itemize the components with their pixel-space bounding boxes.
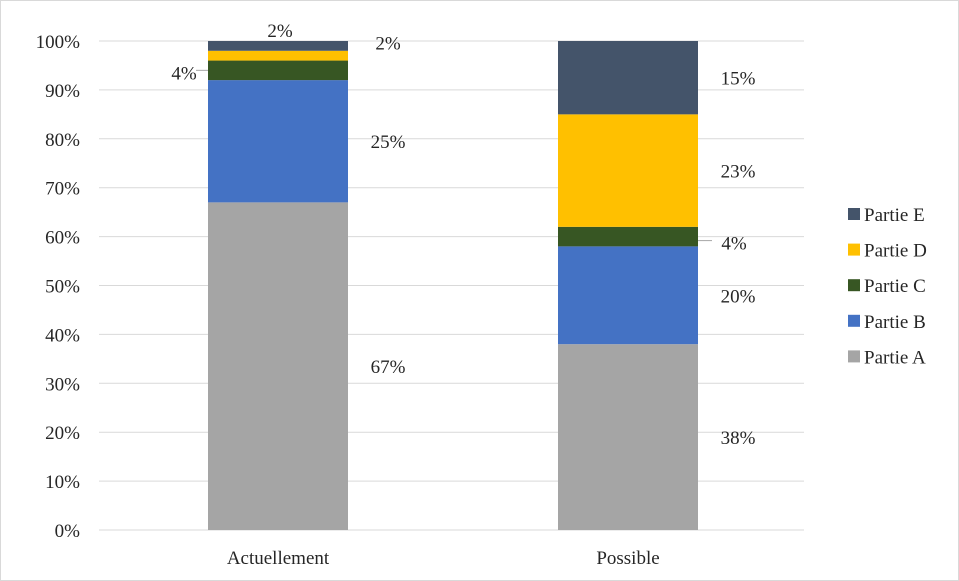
x-tick-label: Possible xyxy=(596,548,659,569)
legend-label: Partie A xyxy=(864,347,926,368)
data-label: 23% xyxy=(721,162,756,183)
bar-segment xyxy=(558,226,698,247)
y-tick-label: 30% xyxy=(45,374,80,395)
data-label: 4% xyxy=(721,234,747,255)
bar-segment xyxy=(558,246,698,345)
legend-label: Partie D xyxy=(864,241,927,262)
legend-swatch xyxy=(848,279,860,292)
bar-segment xyxy=(558,41,698,115)
bar-segment xyxy=(208,80,348,203)
y-tick-label: 50% xyxy=(45,277,80,298)
y-tick-label: 20% xyxy=(45,423,80,444)
data-label: 15% xyxy=(721,69,756,90)
data-label: 2% xyxy=(267,21,293,42)
data-label: 67% xyxy=(371,357,406,378)
y-tick-label: 70% xyxy=(45,179,80,200)
x-tick-label: Actuellement xyxy=(227,548,330,569)
data-label: 38% xyxy=(721,428,756,449)
legend-label: Partie B xyxy=(864,312,926,333)
y-tick-label: 10% xyxy=(45,472,80,493)
bar-segment xyxy=(558,114,698,227)
data-label: 4% xyxy=(171,63,197,84)
legend-swatch xyxy=(848,243,860,256)
legend-swatch xyxy=(848,314,860,327)
y-tick-label: 80% xyxy=(45,130,80,151)
legend-label: Partie E xyxy=(864,205,925,226)
legend-swatch xyxy=(848,350,860,363)
bar-segment xyxy=(208,202,348,530)
data-label: 20% xyxy=(721,286,756,307)
bar-segment xyxy=(208,50,348,61)
legend-swatch xyxy=(848,208,860,220)
legend-label: Partie C xyxy=(864,276,926,297)
bar-segment xyxy=(208,60,348,81)
y-tick-label: 90% xyxy=(45,81,80,102)
y-tick-label: 0% xyxy=(55,521,81,542)
data-label: 2% xyxy=(375,34,401,55)
data-label: 25% xyxy=(371,132,406,153)
y-tick-label: 40% xyxy=(45,325,80,346)
bar-segment xyxy=(208,41,348,51)
y-tick-label: 100% xyxy=(36,32,81,53)
bar-segment xyxy=(558,344,698,530)
y-tick-label: 60% xyxy=(45,228,80,249)
